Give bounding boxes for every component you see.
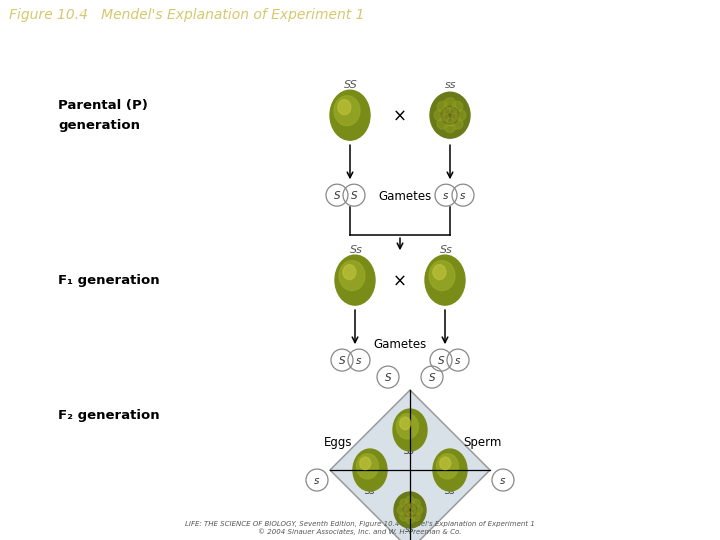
Text: Gametes: Gametes xyxy=(374,338,427,350)
Ellipse shape xyxy=(414,505,423,514)
Ellipse shape xyxy=(425,255,465,305)
Ellipse shape xyxy=(360,457,371,470)
Ellipse shape xyxy=(437,101,448,112)
Ellipse shape xyxy=(400,499,408,508)
Text: s: s xyxy=(500,476,505,485)
Ellipse shape xyxy=(411,509,418,514)
Ellipse shape xyxy=(338,100,351,114)
Text: s: s xyxy=(444,191,449,201)
Text: S: S xyxy=(333,191,341,201)
Ellipse shape xyxy=(444,122,456,133)
Text: F₂ generation: F₂ generation xyxy=(58,409,160,422)
Ellipse shape xyxy=(330,90,370,140)
Ellipse shape xyxy=(455,110,466,121)
Text: Gametes: Gametes xyxy=(379,190,431,202)
Text: s: s xyxy=(455,355,461,366)
Ellipse shape xyxy=(444,98,456,109)
Ellipse shape xyxy=(412,512,420,521)
Ellipse shape xyxy=(437,118,448,129)
Ellipse shape xyxy=(433,449,467,491)
Text: Ss: Ss xyxy=(350,245,362,255)
Ellipse shape xyxy=(356,454,379,479)
Ellipse shape xyxy=(441,114,449,121)
Text: ss: ss xyxy=(405,525,415,534)
Ellipse shape xyxy=(402,503,417,517)
Ellipse shape xyxy=(397,414,418,439)
Ellipse shape xyxy=(434,110,445,121)
Text: Ss: Ss xyxy=(445,487,455,496)
Text: Figure 10.4   Mendel's Explanation of Experiment 1: Figure 10.4 Mendel's Explanation of Expe… xyxy=(9,8,364,22)
Text: S: S xyxy=(428,373,436,382)
Text: F₁ generation: F₁ generation xyxy=(58,274,160,287)
Ellipse shape xyxy=(452,101,463,112)
Text: S: S xyxy=(384,373,391,382)
Ellipse shape xyxy=(451,113,459,120)
Ellipse shape xyxy=(441,106,459,124)
Text: S: S xyxy=(438,355,444,366)
Text: ×: × xyxy=(393,272,407,290)
Text: Eggs: Eggs xyxy=(324,436,352,449)
Text: ss: ss xyxy=(445,80,456,90)
Text: s: s xyxy=(356,355,361,366)
Ellipse shape xyxy=(339,261,365,291)
Text: Ss: Ss xyxy=(365,487,375,496)
Ellipse shape xyxy=(408,512,413,518)
Text: S: S xyxy=(351,191,357,201)
Ellipse shape xyxy=(405,515,414,524)
Text: SS: SS xyxy=(344,80,358,90)
Text: Ss: Ss xyxy=(440,245,452,255)
Ellipse shape xyxy=(397,505,406,514)
Text: S: S xyxy=(338,355,346,366)
Ellipse shape xyxy=(400,512,408,521)
Text: s: s xyxy=(315,476,320,485)
Polygon shape xyxy=(330,390,490,540)
Ellipse shape xyxy=(393,409,427,451)
Ellipse shape xyxy=(402,509,409,515)
Ellipse shape xyxy=(433,265,446,280)
Ellipse shape xyxy=(334,96,360,126)
Text: Sperm: Sperm xyxy=(463,436,501,449)
Ellipse shape xyxy=(443,106,450,114)
Ellipse shape xyxy=(410,503,415,509)
Text: LIFE: THE SCIENCE OF BIOLOGY, Seventh Edition, Figure 10.4 Mendel's Explanation : LIFE: THE SCIENCE OF BIOLOGY, Seventh Ed… xyxy=(185,521,535,535)
Ellipse shape xyxy=(446,118,454,125)
Text: ×: × xyxy=(393,107,407,125)
Ellipse shape xyxy=(412,499,420,508)
Ellipse shape xyxy=(404,503,410,509)
Ellipse shape xyxy=(400,417,411,430)
Ellipse shape xyxy=(405,496,414,505)
Text: SS: SS xyxy=(405,447,415,456)
Ellipse shape xyxy=(343,265,356,280)
Text: s: s xyxy=(460,191,466,201)
Ellipse shape xyxy=(335,255,375,305)
Text: generation: generation xyxy=(58,119,140,132)
Ellipse shape xyxy=(430,92,470,138)
Ellipse shape xyxy=(394,492,426,528)
Ellipse shape xyxy=(449,106,456,113)
Ellipse shape xyxy=(353,449,387,491)
Ellipse shape xyxy=(452,118,463,129)
Ellipse shape xyxy=(436,454,459,479)
Text: Parental (P): Parental (P) xyxy=(58,99,148,112)
Ellipse shape xyxy=(440,457,451,470)
Ellipse shape xyxy=(429,261,455,291)
